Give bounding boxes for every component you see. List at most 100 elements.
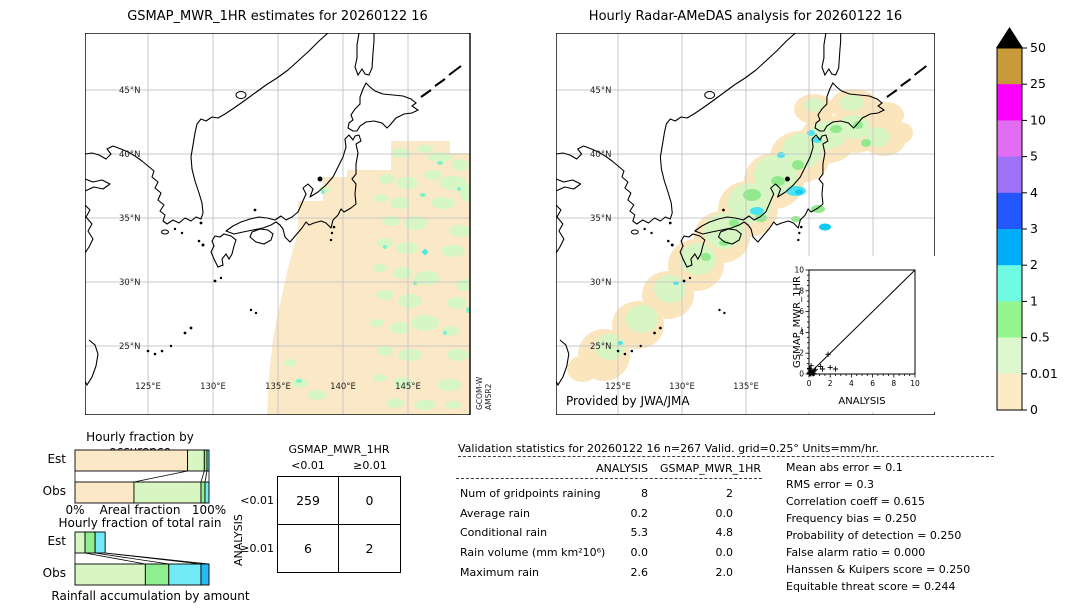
svg-text:10: 10	[794, 266, 804, 275]
validation-value-gsmap: 2.0	[715, 565, 734, 579]
svg-text:0: 0	[799, 370, 804, 379]
svg-text:140°E: 140°E	[330, 382, 356, 392]
contingency-title: GSMAP_MWR_1HR	[288, 443, 390, 456]
validation-value-gsmap: 2	[726, 487, 733, 500]
validation-row-label: Maximum rain	[460, 565, 539, 579]
inset-scatter-plot: 00 2 2 4 4 6 6 8 8 10 10 ANALYSIS GSMAP_MWR_1HR	[792, 266, 920, 408]
areal-axis-max: 100%	[191, 503, 227, 517]
svg-text:135°E: 135°E	[265, 382, 291, 392]
svg-text:6: 6	[799, 307, 804, 316]
occurrence-obs-label: Obs	[42, 484, 66, 498]
right-map: 125°E130°E135°E140°E145°E45°N40°N35°N30°…	[556, 33, 935, 415]
contingency-cell-hit-none: 259	[278, 477, 339, 525]
occurrence-est-label: Est	[47, 452, 66, 466]
score-line: RMS error = 0.3	[786, 478, 874, 491]
svg-text:10: 10	[1030, 112, 1046, 127]
validation-value-analysis: 0.0	[630, 546, 649, 560]
svg-text:5: 5	[1030, 149, 1038, 164]
totalrain-obs-label: Obs	[42, 566, 66, 580]
score-line: Correlation coeff = 0.615	[786, 495, 925, 508]
right-map-provider: Provided by JWA/JMA	[566, 394, 690, 408]
left-map-credit-sensor: AMSR2	[484, 383, 493, 410]
svg-text:30°N: 30°N	[590, 278, 611, 288]
contingency-cell-miss: 6	[278, 524, 339, 572]
validation-row-label: Average rain	[460, 506, 530, 520]
score-line: False alarm ratio = 0.000	[786, 546, 926, 559]
score-line: Frequency bias = 0.250	[786, 512, 917, 525]
svg-text:4: 4	[1030, 185, 1038, 200]
svg-text:ANALYSIS: ANALYSIS	[838, 396, 885, 407]
validation-value-gsmap: 4.8	[715, 526, 734, 540]
svg-text:8: 8	[799, 286, 804, 295]
contingency-cell-hit: 2	[365, 540, 374, 556]
inset-scatter-panel: 0 0 2 2 4 4 6 6 8 8 10 10 ANALYSIS GSMAP_MWR_1HR	[792, 256, 935, 412]
totalrain-caption: Rainfall accumulation by amount	[51, 589, 250, 603]
svg-text:10: 10	[910, 379, 920, 388]
right-map-title: Hourly Radar-AMeDAS analysis for 2026012…	[588, 9, 903, 24]
score-line: Probability of detection = 0.250	[786, 529, 962, 542]
svg-text:2: 2	[799, 349, 804, 358]
contingency-col-lt: <0.01	[291, 459, 325, 472]
svg-text:135°E: 135°E	[733, 382, 759, 392]
validation-row-label: Num of gridpoints raining	[460, 487, 601, 500]
svg-text:130°E: 130°E	[200, 382, 226, 392]
validation-value-gsmap: 0.0	[715, 546, 734, 560]
areal-axis-label: Areal fraction	[99, 503, 181, 517]
left-map: 125°E 130°E 135°E 140°E 145°E 45°N 40°N 35°N 30°…	[85, 33, 493, 415]
totalrain-chart-title: Hourly fraction of total rain	[58, 516, 222, 530]
validation-value-analysis: 8	[641, 487, 648, 500]
contingency-table: 259 0 6 2	[277, 476, 401, 573]
svg-text:0: 0	[1030, 402, 1038, 417]
contingency-cell-false: 0	[339, 477, 400, 525]
svg-text:130°E: 130°E	[669, 382, 695, 392]
svg-text:3: 3	[1030, 221, 1038, 236]
validation-col-gsmap: GSMAP_MWR_1HR	[660, 462, 762, 475]
svg-text:50: 50	[1030, 40, 1046, 55]
validation-value-analysis: 0.2	[630, 506, 649, 520]
svg-text:2: 2	[1030, 257, 1038, 272]
svg-text:145°E: 145°E	[395, 382, 421, 392]
svg-text:8: 8	[891, 379, 896, 388]
svg-text:25°N: 25°N	[590, 342, 611, 352]
colorbar-overflow-triangle	[996, 27, 1023, 48]
svg-text:125°E: 125°E	[135, 382, 161, 392]
svg-text:30°N: 30°N	[119, 278, 140, 288]
svg-text:2: 2	[828, 379, 833, 388]
validation-value-gsmap: 0.0	[715, 506, 734, 520]
svg-text:25°N: 25°N	[119, 342, 140, 352]
svg-text:6: 6	[870, 379, 875, 388]
svg-text:1: 1	[1030, 293, 1038, 308]
divider-top	[458, 456, 994, 457]
svg-text:45°N: 45°N	[590, 86, 611, 96]
svg-text:35°N: 35°N	[119, 214, 140, 224]
score-line: Equitable threat score = 0.244	[786, 580, 956, 593]
score-line: Mean abs error = 0.1	[786, 461, 903, 474]
contingency-row-lt: <0.01	[240, 494, 274, 507]
left-map-tick-labels: 125°E 130°E 135°E 140°E 145°E 45°N 40°N 35°N 30°…	[119, 86, 421, 392]
left-map-title: GSMAP_MWR_1HR estimates for 20260122 16	[127, 9, 428, 24]
validation-value-analysis: 2.6	[630, 565, 649, 579]
contingency-col-ge: ≥0.01	[353, 459, 387, 472]
svg-text:40°N: 40°N	[590, 150, 611, 160]
svg-text:0.01: 0.01	[1030, 366, 1058, 381]
validation-value-analysis: 5.3	[630, 526, 649, 540]
svg-text:40°N: 40°N	[119, 150, 140, 160]
svg-text:0: 0	[807, 379, 812, 388]
svg-text:25: 25	[1030, 76, 1046, 91]
validation-row-label: Conditional rain	[460, 526, 548, 540]
svg-text:35°N: 35°N	[590, 214, 611, 224]
validation-row-label: Rain volume (mm km²10⁶)	[460, 546, 606, 560]
right-map-rain-shading	[567, 89, 913, 382]
occurrence-chart	[74, 449, 210, 504]
svg-text:125°E: 125°E	[605, 382, 631, 392]
left-map-credit-satellite: GCOM-W	[475, 376, 484, 410]
svg-text:0.5: 0.5	[1030, 330, 1050, 345]
svg-text:GSMAP_MWR_1HR: GSMAP_MWR_1HR	[793, 276, 803, 368]
areal-axis-min: 0%	[65, 503, 85, 517]
validation-col-analysis: ANALYSIS	[596, 462, 648, 475]
svg-text:4: 4	[799, 328, 804, 337]
svg-text:45°N: 45°N	[119, 86, 140, 96]
totalrain-chart	[74, 531, 210, 586]
rain-rate-colorbar: 50 25 10 5 4 3 2 1 0.5 0.01 0	[996, 27, 1058, 417]
totalrain-est-label: Est	[47, 534, 66, 548]
